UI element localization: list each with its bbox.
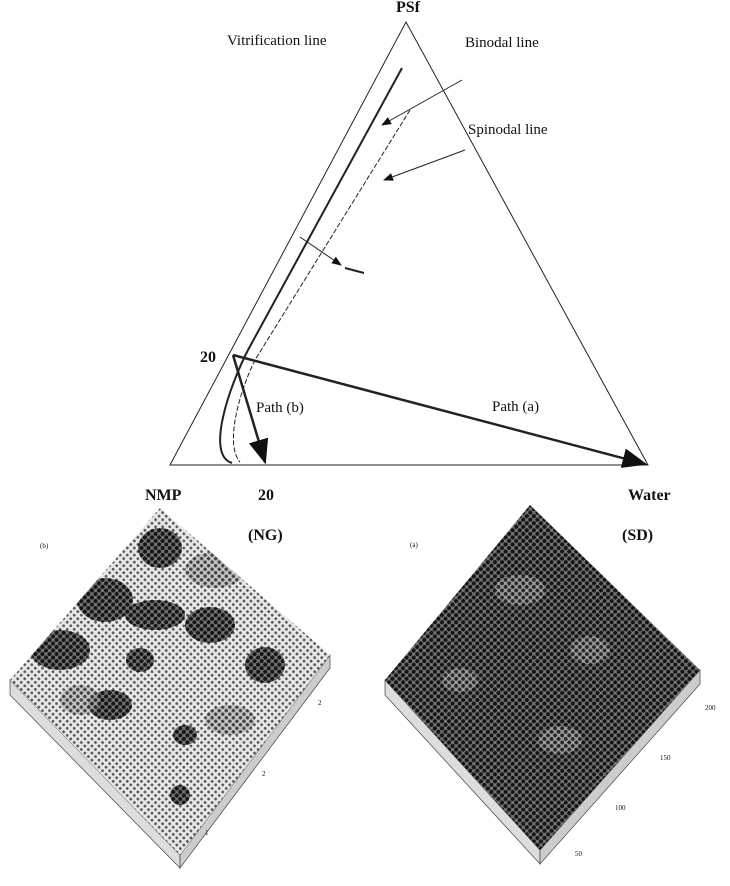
- annotation: Binodal line: [465, 35, 539, 51]
- apex-label: PSf: [396, 0, 421, 16]
- image-tick: 2: [318, 699, 322, 707]
- annotation: Vitrification line: [227, 33, 327, 49]
- image-label: (b): [40, 542, 49, 550]
- annotation: Spinodal line: [468, 122, 548, 138]
- vitrification-mark: [345, 268, 364, 273]
- vitrification-pointer: [300, 237, 341, 265]
- path-label: Path (b): [256, 400, 304, 416]
- figure: PSf NMP Water 20 20 Vitrification line B…: [0, 0, 730, 886]
- bottom-tick: 20: [258, 487, 274, 504]
- spinodal-pointer: [384, 150, 465, 180]
- afm-image-b: [10, 508, 330, 868]
- image-label: (a): [410, 541, 418, 549]
- mechanism-label: (NG): [248, 527, 283, 544]
- image-tick: 50: [575, 850, 583, 858]
- ternary-diagram: [170, 22, 648, 465]
- triangle: [170, 22, 648, 465]
- image-tick: 100: [615, 804, 626, 812]
- mechanism-label: (SD): [622, 527, 653, 544]
- right-label: Water: [628, 487, 671, 504]
- image-tick: 150: [660, 754, 671, 762]
- left-label: NMP: [145, 487, 182, 504]
- left-tick: 20: [200, 349, 216, 366]
- path-label: Path (a): [492, 399, 539, 415]
- image-tick: 2: [262, 770, 266, 778]
- afm-image-a: [385, 505, 700, 864]
- image-tick: 200: [705, 704, 716, 712]
- image-tick: 1: [205, 829, 209, 837]
